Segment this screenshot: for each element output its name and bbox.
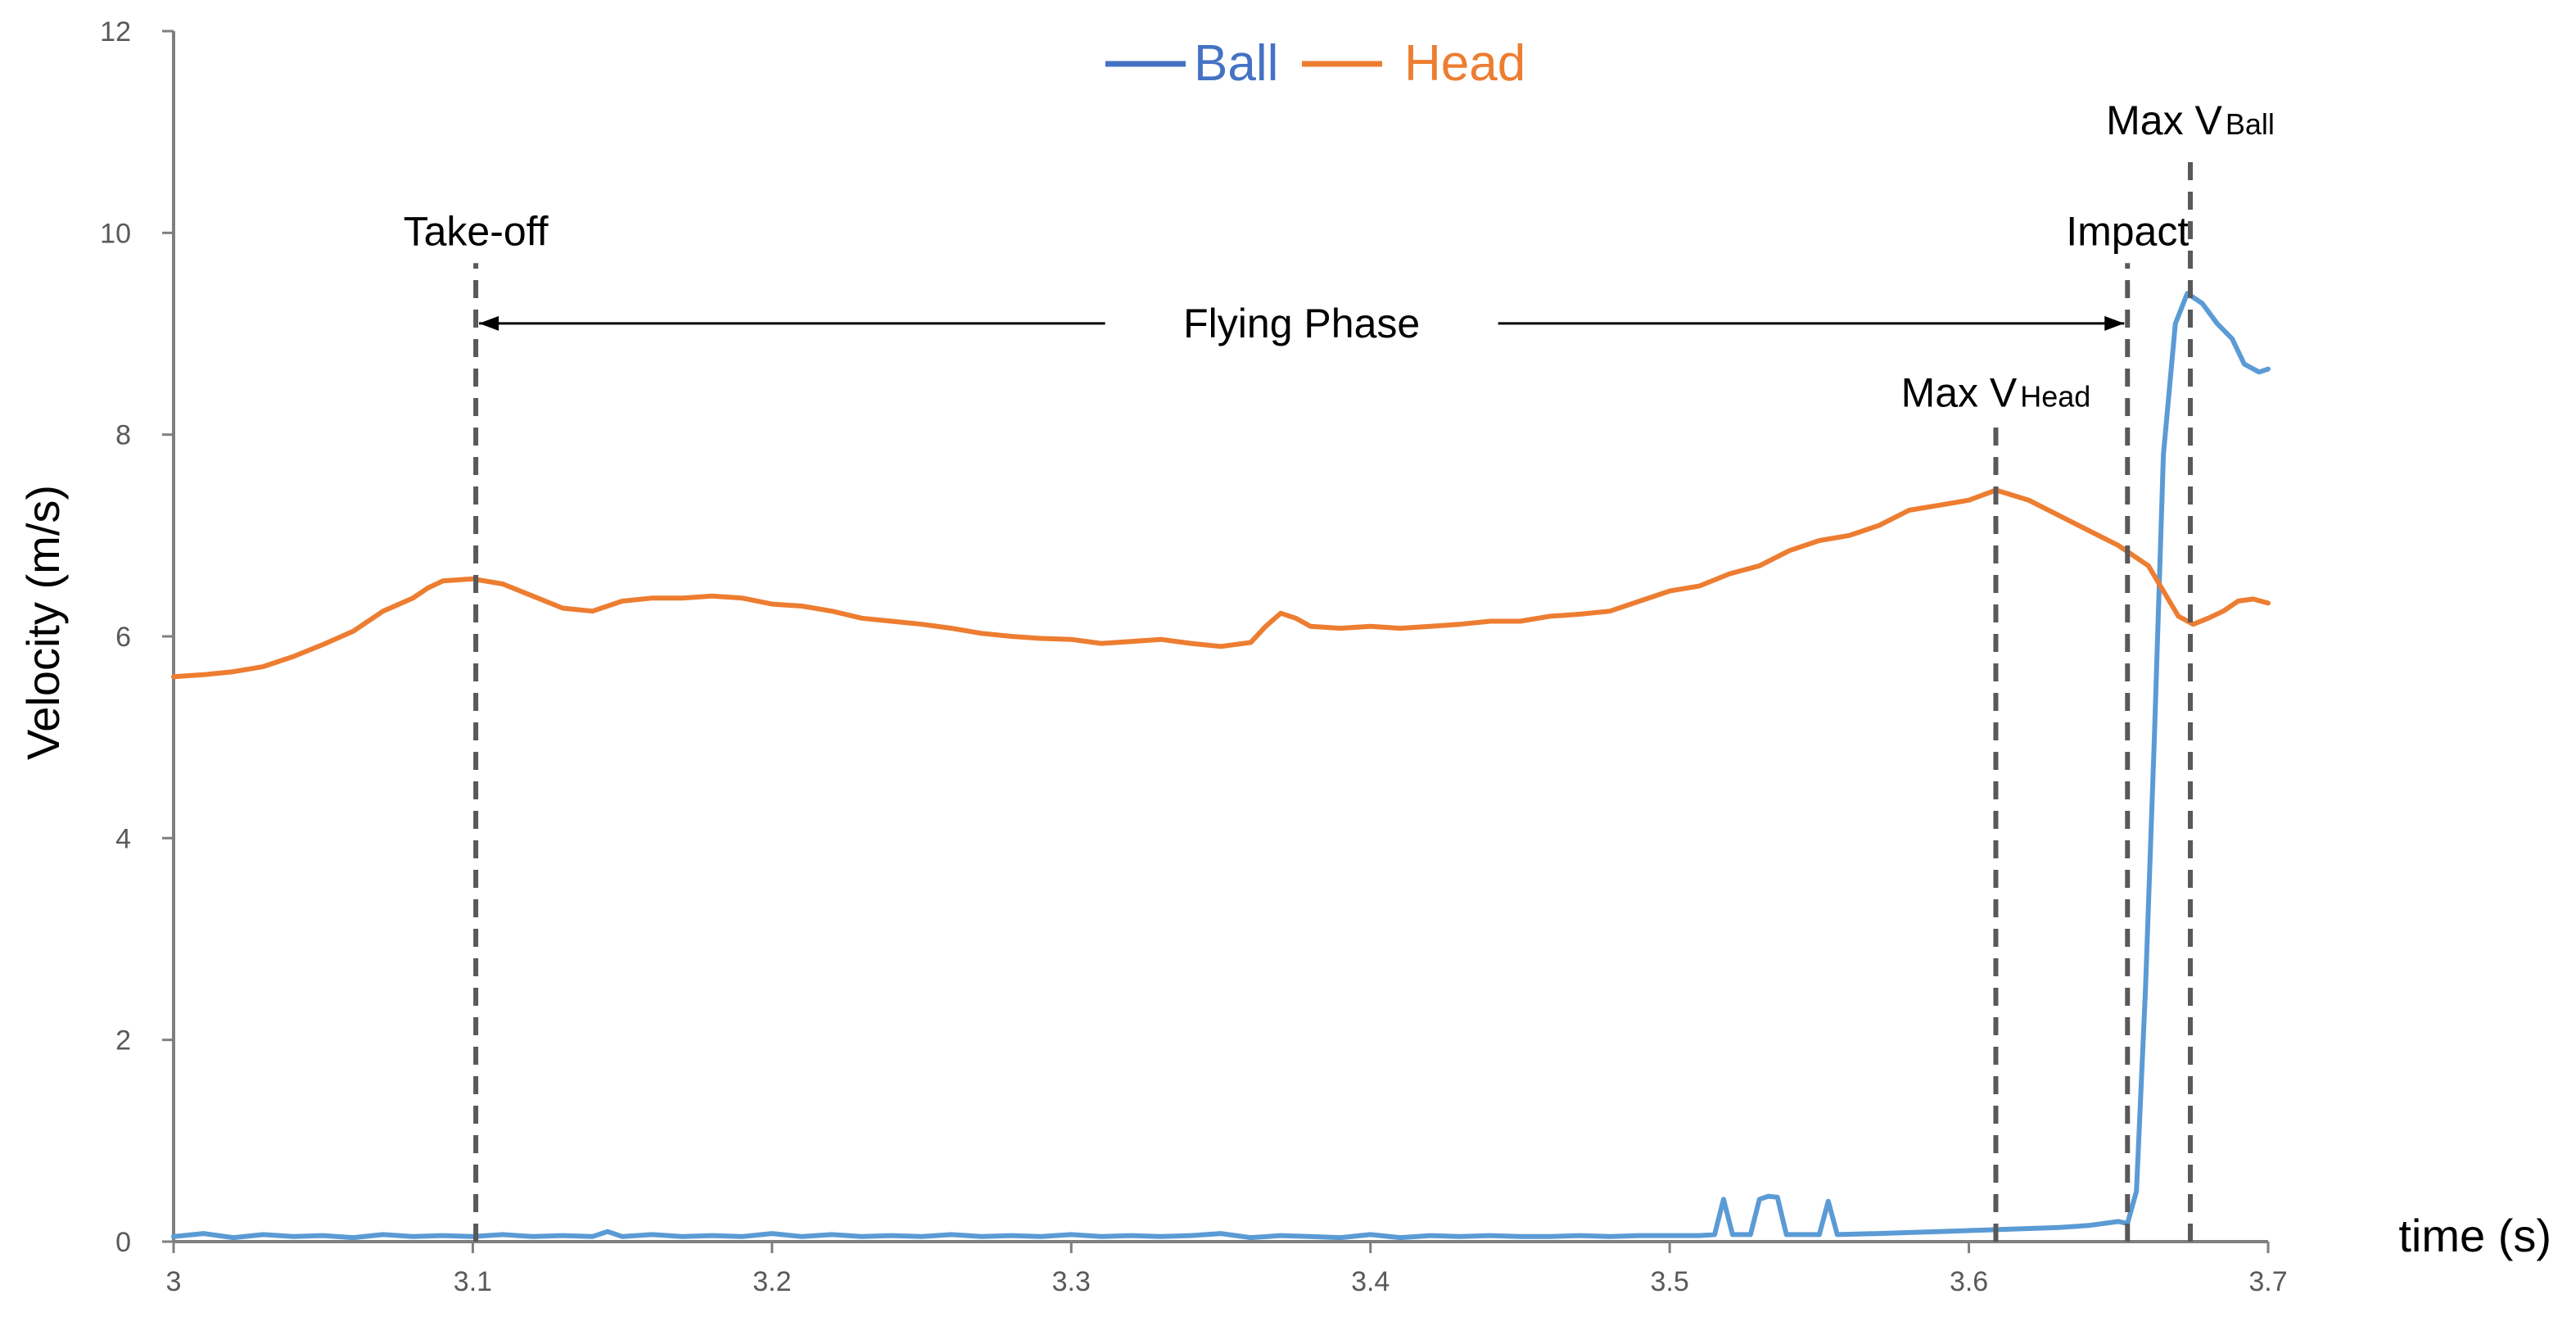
series-line-head	[171, 487, 2271, 680]
marker-label-subscript: Ball	[2226, 107, 2275, 141]
plot-area: 3 3.1 3.2 3.3 3.4 3.5 3.6 3.7 0 2 4 6 8 10 12 Take-off M…	[100, 16, 2287, 1297]
y-tick-label: 10	[100, 218, 131, 249]
marker-label-text: Max V	[1901, 369, 2018, 415]
x-tick-label: 3.4	[1351, 1266, 1390, 1297]
phase-arrowhead-right	[2104, 315, 2125, 331]
marker-label-text: Max V	[2106, 97, 2222, 143]
x-tick-label: 3.2	[752, 1266, 791, 1297]
phase-label: Flying Phase	[1183, 301, 1420, 346]
y-axis-title: Velocity (m/s)	[17, 485, 69, 760]
marker-label-text: Take-off	[404, 208, 549, 254]
x-tick-label: 3.6	[1950, 1266, 1988, 1297]
series-line-ball	[171, 291, 2271, 1241]
x-tick-label: 3.5	[1651, 1266, 1689, 1297]
legend-label-ball: Ball	[1194, 35, 1278, 92]
x-axis-title: time (s)	[2398, 1210, 2551, 1261]
legend: Ball Head	[1105, 35, 1525, 92]
y-tick-label: 2	[115, 1025, 131, 1057]
x-tick-label: 3.3	[1052, 1266, 1091, 1297]
marker-label-max-vball: Max V Ball	[2106, 97, 2275, 143]
phase-arrowhead-left	[479, 315, 499, 331]
marker-label-max-vhead: Max V Head	[1901, 369, 2091, 415]
y-tick-label: 12	[100, 16, 131, 48]
marker-label-subscript: Head	[2020, 379, 2090, 413]
marker-label-text: Impact	[2066, 208, 2189, 254]
marker-label-take-off: Take-off	[404, 208, 549, 254]
legend-label-head: Head	[1404, 35, 1525, 92]
x-tick-label: 3.1	[454, 1266, 492, 1297]
x-tick-label: 3	[166, 1266, 182, 1297]
y-tick-label: 6	[115, 622, 131, 653]
y-tick-label: 0	[115, 1227, 131, 1258]
y-tick-label: 4	[115, 823, 131, 854]
marker-label-impact: Impact	[2066, 208, 2189, 254]
x-tick-label: 3.7	[2248, 1266, 2287, 1297]
y-tick-label: 8	[115, 420, 131, 451]
